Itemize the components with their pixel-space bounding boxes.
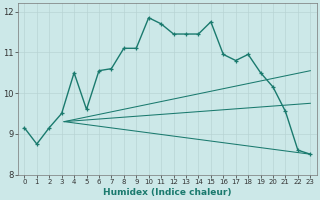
X-axis label: Humidex (Indice chaleur): Humidex (Indice chaleur) bbox=[103, 188, 232, 197]
